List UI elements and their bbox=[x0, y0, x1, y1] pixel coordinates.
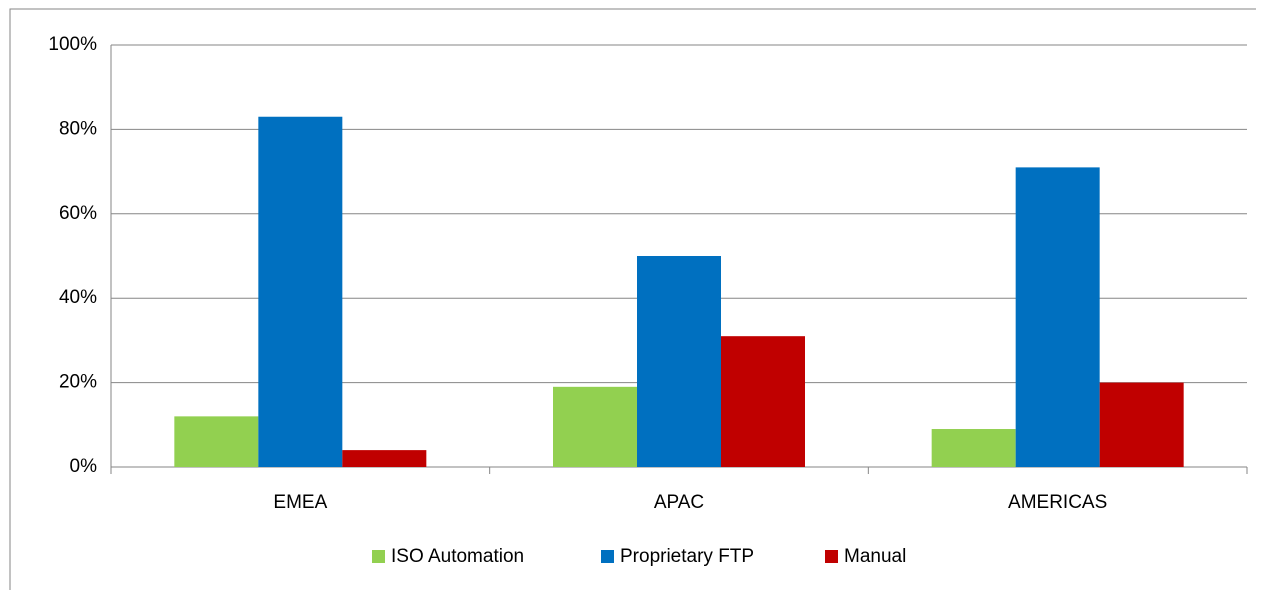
bar bbox=[721, 336, 805, 467]
y-tick-label: 100% bbox=[48, 34, 97, 55]
x-tick-label: APAC bbox=[654, 492, 704, 513]
y-tick-label: 40% bbox=[59, 287, 97, 308]
bar bbox=[258, 116, 343, 468]
x-tick-label: AMERICAS bbox=[1008, 492, 1107, 513]
y-tick-label: 0% bbox=[70, 456, 98, 477]
legend-label: Manual bbox=[844, 546, 906, 567]
bar bbox=[637, 256, 721, 467]
y-tick-label: 80% bbox=[59, 118, 97, 139]
legend-swatch bbox=[372, 550, 385, 563]
bar bbox=[342, 450, 427, 467]
bar bbox=[553, 386, 637, 467]
legend-label: Proprietary FTP bbox=[620, 546, 754, 567]
chart-frame bbox=[9, 8, 1256, 590]
bar bbox=[931, 429, 1016, 467]
x-tick-label: EMEA bbox=[273, 492, 327, 513]
y-tick-label: 60% bbox=[59, 203, 97, 224]
legend-swatch bbox=[825, 550, 838, 563]
legend-label: ISO Automation bbox=[391, 546, 524, 567]
legend-swatch bbox=[601, 550, 614, 563]
bar bbox=[174, 416, 259, 467]
y-tick-label: 20% bbox=[59, 372, 97, 393]
bar bbox=[1015, 167, 1100, 467]
bar bbox=[1099, 382, 1184, 467]
